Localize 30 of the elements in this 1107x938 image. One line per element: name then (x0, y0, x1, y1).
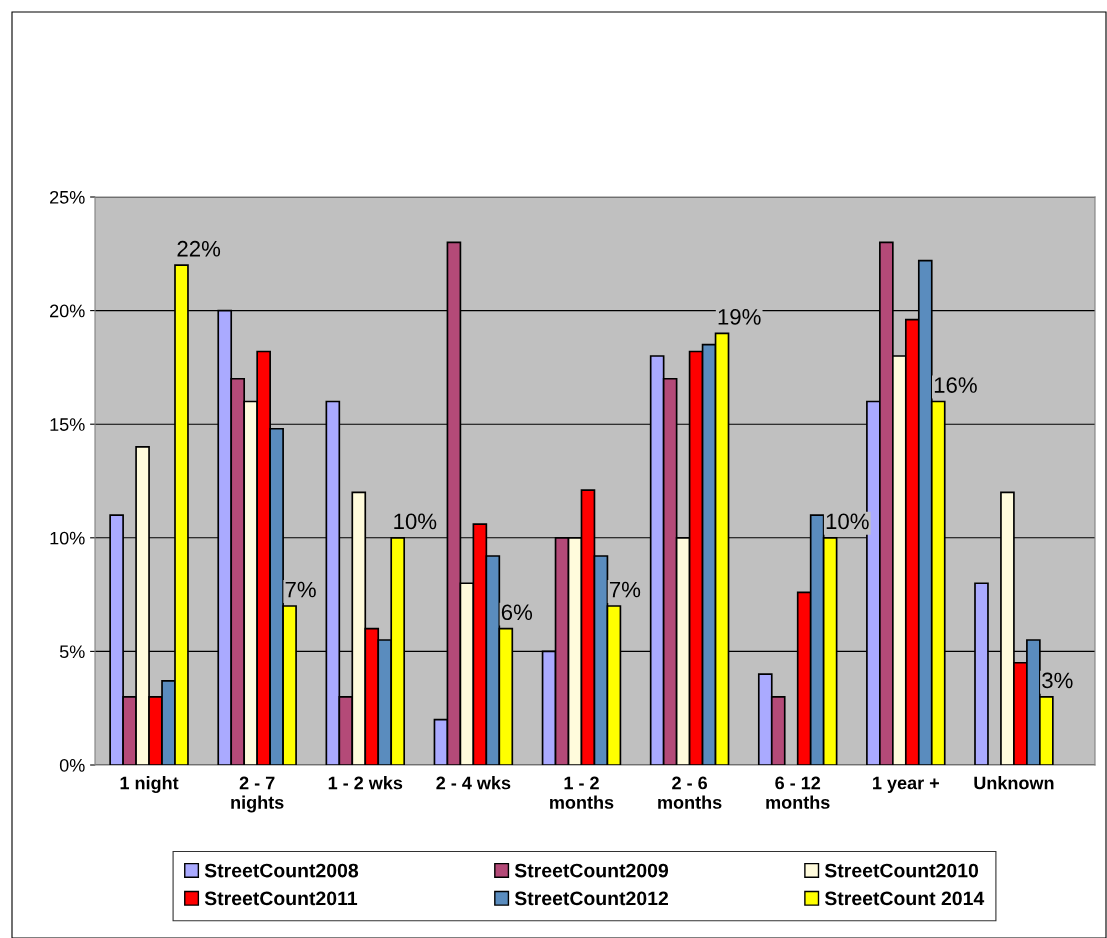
x-tick-label: 1 year + (873, 776, 939, 793)
legend-label: StreetCount2010 (824, 863, 979, 878)
y-tick-label: 10% (50, 531, 85, 545)
y-tick-label: 5% (59, 645, 85, 659)
y-tick-label: 20% (50, 304, 85, 318)
x-tick-label: 1 - 2 wks (328, 776, 403, 790)
data-label: 7% (609, 581, 641, 598)
data-label: 10% (826, 513, 869, 530)
data-label: 10% (394, 513, 437, 530)
x-tick-label: 2 - 7 nights (231, 776, 284, 813)
data-label: 16% (934, 377, 977, 393)
x-tick-label: 1 night (120, 776, 179, 794)
legend-label: StreetCount2009 (514, 863, 669, 878)
y-tick-label: 15% (50, 418, 85, 431)
legend-label: StreetCount2008 (204, 863, 359, 878)
x-tick-label: 2 - 4 wks (436, 776, 511, 790)
x-tick-label: 1 - 2 months (550, 776, 614, 809)
y-tick-label: 0% (59, 758, 85, 772)
data-label: 7% (285, 581, 316, 598)
y-tick-label: 25% (50, 190, 85, 204)
data-label: 19% (718, 309, 761, 325)
legend-label: StreetCount 2014 (824, 891, 985, 906)
data-label: 6% (501, 604, 533, 621)
legend-label: StreetCount2012 (514, 891, 668, 906)
x-tick-label: Unknown (974, 776, 1054, 790)
data-label: 22% (177, 240, 221, 257)
data-label: 3% (1042, 672, 1073, 689)
legend-label: StreetCount2011 (204, 891, 358, 906)
x-tick-label: 6 - 12 months (766, 776, 830, 809)
x-tick-label: 2 - 6 months (658, 776, 722, 809)
